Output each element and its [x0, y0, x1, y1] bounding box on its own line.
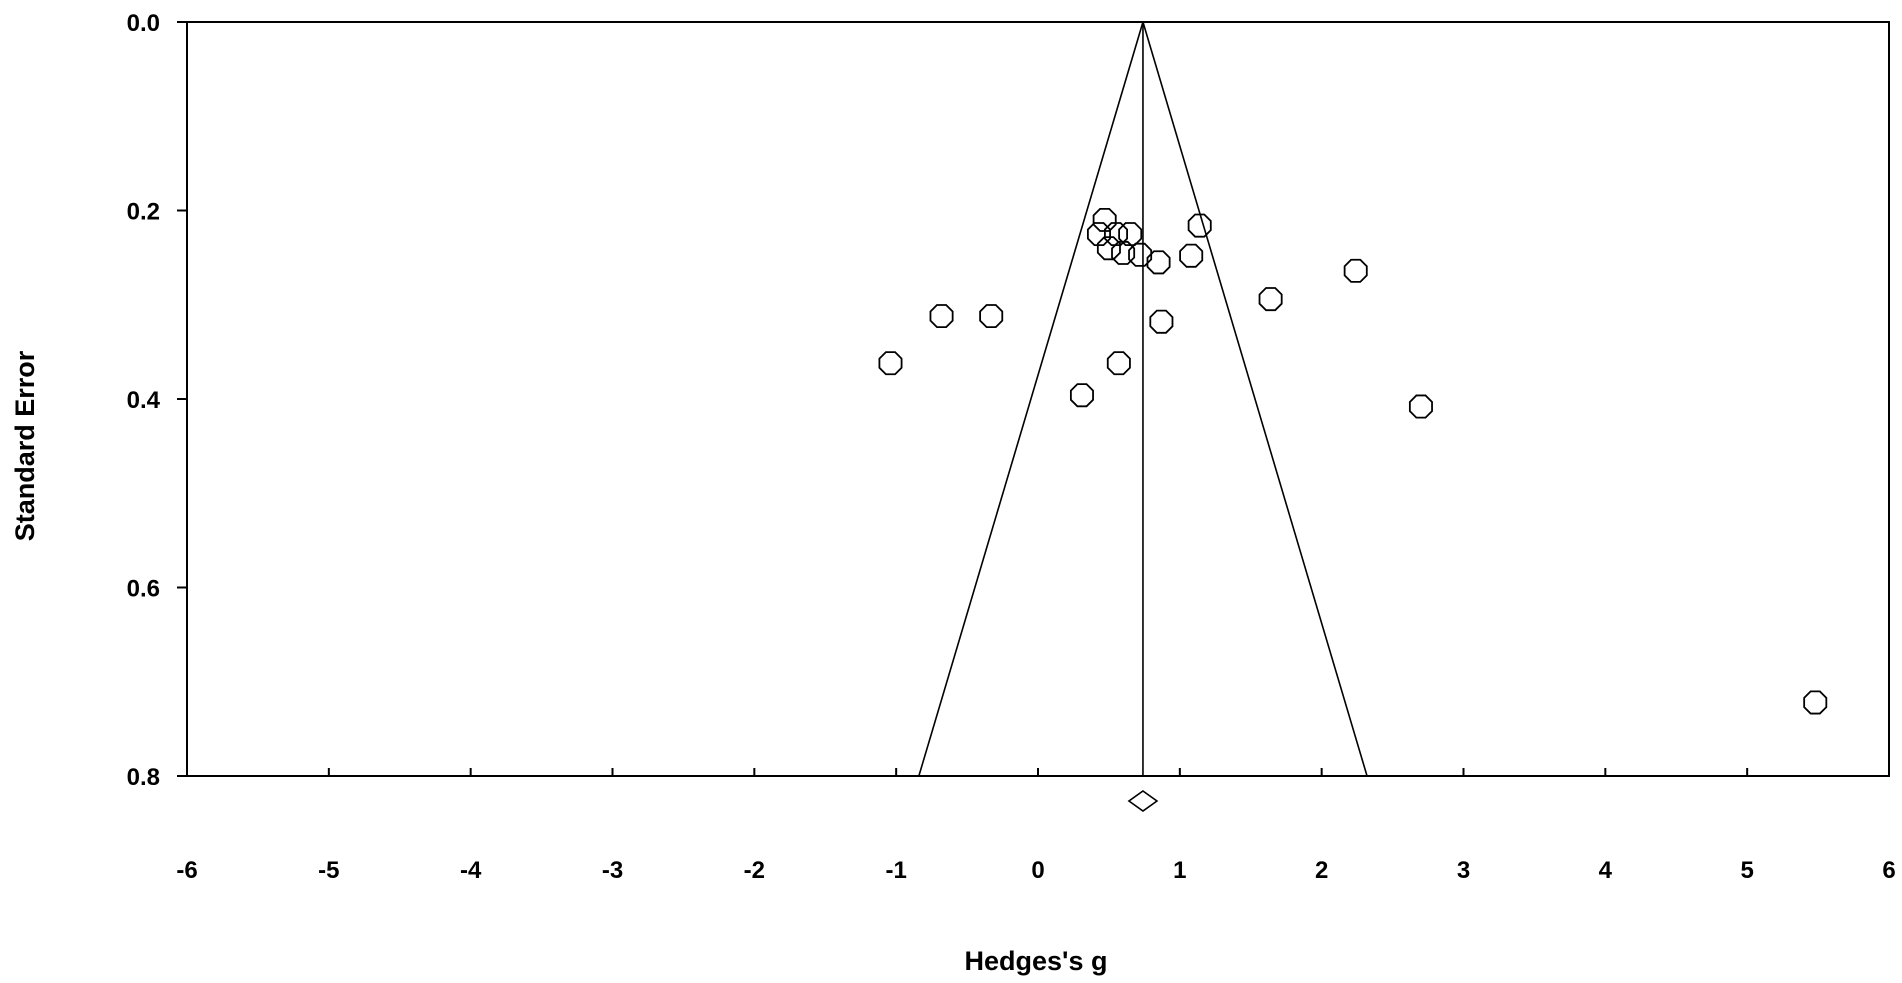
y-tick-label: 0.6 — [127, 576, 160, 603]
x-tick-label: 3 — [1457, 857, 1470, 884]
x-tick-label: -3 — [602, 857, 623, 884]
study-point — [929, 304, 954, 329]
x-tick-label: 2 — [1315, 857, 1328, 884]
study-point — [1343, 258, 1368, 283]
study-point — [1408, 394, 1433, 419]
y-tick-label: 0.4 — [127, 387, 161, 414]
x-tick-label: -1 — [885, 857, 906, 884]
y-tick-label: 0.2 — [127, 199, 160, 226]
study-point — [1069, 383, 1094, 408]
y-tick-label: 0.8 — [127, 764, 160, 791]
study-point — [1179, 243, 1204, 268]
study-point — [1803, 690, 1828, 715]
x-tick-label: -4 — [460, 857, 482, 884]
x-tick-label: 0 — [1031, 857, 1044, 884]
x-axis: -6 -5 -4 -3 -2 -1 0 1 2 3 4 5 6 — [176, 768, 1896, 884]
y-axis: 0.0 0.2 0.4 0.6 0.8 — [127, 10, 187, 791]
plot-area — [186, 21, 1890, 777]
study-point — [1258, 287, 1283, 312]
x-tick-label: -6 — [176, 857, 197, 884]
summary-effect-diamond — [1127, 790, 1159, 812]
study-point — [1106, 351, 1131, 376]
funnel-left-line — [918, 21, 1144, 777]
study-point — [1146, 250, 1171, 275]
study-point — [1187, 213, 1212, 238]
x-tick-label: -5 — [318, 857, 339, 884]
study-point — [1092, 207, 1117, 232]
x-tick-label: -2 — [744, 857, 765, 884]
x-tick-label: 6 — [1882, 857, 1895, 884]
funnel-lines — [918, 21, 1368, 777]
x-tick-label: 4 — [1599, 857, 1613, 884]
x-tick-label: 5 — [1740, 857, 1753, 884]
x-tick-label: 1 — [1173, 857, 1186, 884]
study-point — [979, 304, 1004, 329]
study-point — [878, 351, 903, 376]
study-point — [1128, 242, 1153, 267]
summary-diamond — [1127, 790, 1159, 812]
x-axis-title: Hedges's g — [965, 946, 1108, 976]
study-point — [1149, 309, 1174, 334]
study-point — [1104, 222, 1128, 247]
y-axis-title: Standard Error — [10, 350, 40, 541]
funnel-right-line — [1142, 21, 1368, 777]
study-points — [878, 207, 1828, 715]
y-tick-label: 0.0 — [127, 10, 160, 37]
